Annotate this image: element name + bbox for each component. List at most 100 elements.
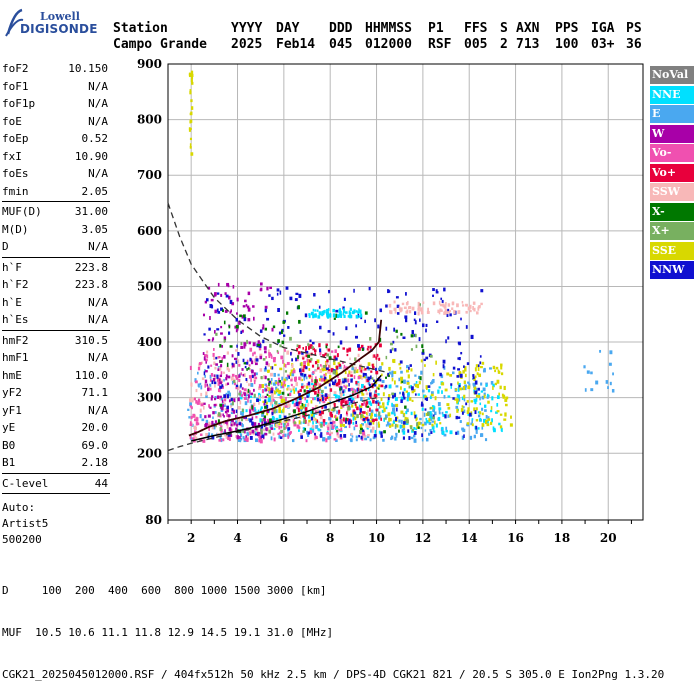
data-point: [317, 421, 321, 424]
data-point: [318, 428, 322, 432]
data-point: [473, 434, 476, 439]
data-point: [357, 387, 360, 391]
data-point: [432, 407, 436, 412]
data-point: [318, 410, 322, 414]
data-point: [189, 405, 192, 408]
data-point: [480, 390, 483, 393]
data-point: [421, 344, 424, 348]
data-point: [445, 339, 447, 344]
data-point: [328, 368, 331, 372]
data-point: [302, 406, 305, 409]
data-point: [318, 413, 322, 416]
data-point: [286, 350, 290, 355]
data-point: [350, 399, 353, 404]
data-point: [345, 411, 348, 415]
data-point: [253, 358, 256, 363]
data-point: [268, 355, 271, 359]
data-point: [481, 395, 485, 400]
data-point: [489, 367, 492, 370]
data-point: [222, 309, 224, 313]
data-point: [351, 390, 354, 394]
data-point: [422, 301, 425, 304]
data-point: [411, 330, 414, 335]
data-point: [272, 432, 275, 436]
data-point: [208, 427, 210, 431]
data-point: [380, 397, 383, 402]
data-point: [279, 344, 282, 348]
data-point: [288, 375, 290, 379]
data-point: [351, 404, 354, 408]
data-point: [371, 385, 374, 389]
data-point: [431, 420, 434, 423]
data-point: [353, 288, 355, 293]
data-point: [273, 356, 276, 360]
data-point: [226, 362, 229, 367]
data-point: [313, 432, 316, 436]
data-point: [361, 376, 363, 380]
data-point: [463, 394, 466, 399]
data-point: [349, 307, 352, 311]
data-point: [393, 371, 397, 374]
data-point: [314, 435, 317, 439]
data-point: [249, 390, 251, 393]
data-point: [365, 392, 369, 396]
data-point: [285, 425, 288, 429]
data-point: [456, 430, 460, 435]
data-point: [301, 352, 304, 355]
station-label: Station: [113, 21, 168, 36]
header-col-label: PPS: [555, 21, 579, 36]
data-point: [379, 415, 382, 418]
data-point: [219, 403, 223, 407]
data-point: [399, 360, 403, 364]
data-point: [396, 424, 399, 428]
data-point: [400, 386, 402, 390]
data-point: [462, 428, 466, 433]
header-col-value: 012000: [365, 37, 412, 52]
data-point: [500, 427, 503, 432]
data-point: [272, 325, 276, 329]
data-point: [459, 373, 463, 378]
data-point: [211, 435, 215, 440]
data-point: [214, 395, 217, 400]
data-point: [298, 420, 301, 425]
data-point: [254, 376, 258, 380]
data-point: [308, 314, 311, 318]
data-point: [269, 424, 273, 429]
data-point: [235, 317, 238, 322]
data-point: [287, 386, 290, 390]
data-point: [423, 358, 426, 362]
y-tick-label: 700: [137, 168, 162, 182]
data-point: [465, 325, 468, 329]
data-point: [365, 378, 368, 383]
data-point: [492, 386, 494, 390]
data-point: [319, 435, 323, 438]
data-point: [493, 428, 496, 433]
data-point: [200, 385, 203, 390]
data-point: [369, 438, 372, 442]
data-point: [223, 394, 227, 399]
data-point: [299, 400, 302, 404]
data-point: [372, 395, 375, 398]
data-point: [204, 300, 207, 304]
data-point: [264, 432, 268, 436]
data-point: [328, 394, 331, 397]
data-point: [338, 409, 341, 414]
data-point: [375, 367, 377, 371]
data-point: [205, 298, 209, 302]
data-point: [379, 337, 382, 342]
data-point: [376, 386, 379, 389]
data-point: [308, 419, 311, 423]
data-point: [333, 391, 337, 395]
data-point: [473, 307, 476, 312]
data-point: [327, 348, 331, 352]
data-point: [228, 437, 231, 441]
data-point: [321, 365, 325, 369]
data-point: [241, 422, 243, 427]
data-point: [405, 292, 407, 296]
data-point: [459, 387, 463, 391]
data-point: [209, 387, 212, 391]
data-point: [305, 366, 308, 370]
data-point: [368, 389, 371, 392]
data-point: [499, 425, 503, 429]
ionospheric-parameters-panel: foF2 10.150 foF1 N/A foF1p N/A foE N/A foEp 0.52 f…: [2, 60, 110, 548]
